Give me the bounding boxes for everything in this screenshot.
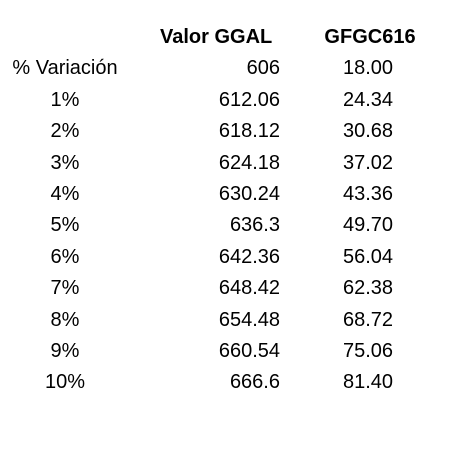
row-label-cell: 7% [50, 277, 80, 300]
gfgc616-cell: 24.34 [342, 88, 394, 111]
row-label-cell: 2% [50, 120, 80, 143]
data-table: Valor GGAL GFGC616 % Variación 606 18.00… [0, 22, 476, 399]
valor-ggal-cell: 636.3 [229, 214, 280, 237]
gfgc616-cell: 37.02 [342, 151, 394, 174]
valor-ggal-cell: 618.12 [218, 120, 280, 143]
table-header-row: Valor GGAL GFGC616 [0, 22, 476, 53]
row-label-cell: 9% [50, 339, 80, 362]
row-label-cell: % Variación [12, 57, 118, 80]
valor-ggal-cell: 666.6 [229, 371, 280, 394]
row-label-cell: 8% [50, 308, 80, 331]
row-label-cell: 10% [44, 371, 86, 394]
gfgc616-cell: 18.00 [342, 57, 394, 80]
row-label-cell: 1% [50, 88, 80, 111]
header-cell-valor-ggal: Valor GGAL [160, 26, 273, 48]
valor-ggal-cell: 630.24 [218, 182, 280, 205]
gfgc616-cell: 56.04 [342, 245, 394, 268]
gfgc616-cell: 68.72 [342, 308, 394, 331]
table-row: 5% 636.3 49.70 [0, 210, 476, 241]
table-row: % Variación 606 18.00 [0, 53, 476, 84]
gfgc616-cell: 81.40 [342, 371, 394, 394]
table-row: 3% 624.18 37.02 [0, 148, 476, 179]
table-row: 10% 666.6 81.40 [0, 367, 476, 398]
table-row: 7% 648.42 62.38 [0, 273, 476, 304]
row-label-cell: 6% [50, 245, 80, 268]
gfgc616-cell: 75.06 [342, 339, 394, 362]
header-cell-gfgc616: GFGC616 [324, 26, 416, 48]
table-row: 9% 660.54 75.06 [0, 336, 476, 367]
gfgc616-cell: 62.38 [342, 277, 394, 300]
gfgc616-cell: 43.36 [342, 182, 394, 205]
gfgc616-cell: 30.68 [342, 120, 394, 143]
valor-ggal-cell: 648.42 [218, 277, 280, 300]
table-row: 2% 618.12 30.68 [0, 116, 476, 147]
gfgc616-cell: 49.70 [342, 214, 394, 237]
table-row: 6% 642.36 56.04 [0, 242, 476, 273]
valor-ggal-cell: 660.54 [218, 339, 280, 362]
valor-ggal-cell: 612.06 [218, 88, 280, 111]
row-label-cell: 4% [50, 182, 80, 205]
row-label-cell: 5% [50, 214, 80, 237]
valor-ggal-cell: 654.48 [218, 308, 280, 331]
valor-ggal-cell: 642.36 [218, 245, 280, 268]
row-label-cell: 3% [50, 151, 80, 174]
table-row: 4% 630.24 43.36 [0, 179, 476, 210]
table-row: 1% 612.06 24.34 [0, 85, 476, 116]
valor-ggal-cell: 606 [246, 57, 280, 80]
table-row: 8% 654.48 68.72 [0, 305, 476, 336]
valor-ggal-cell: 624.18 [218, 151, 280, 174]
